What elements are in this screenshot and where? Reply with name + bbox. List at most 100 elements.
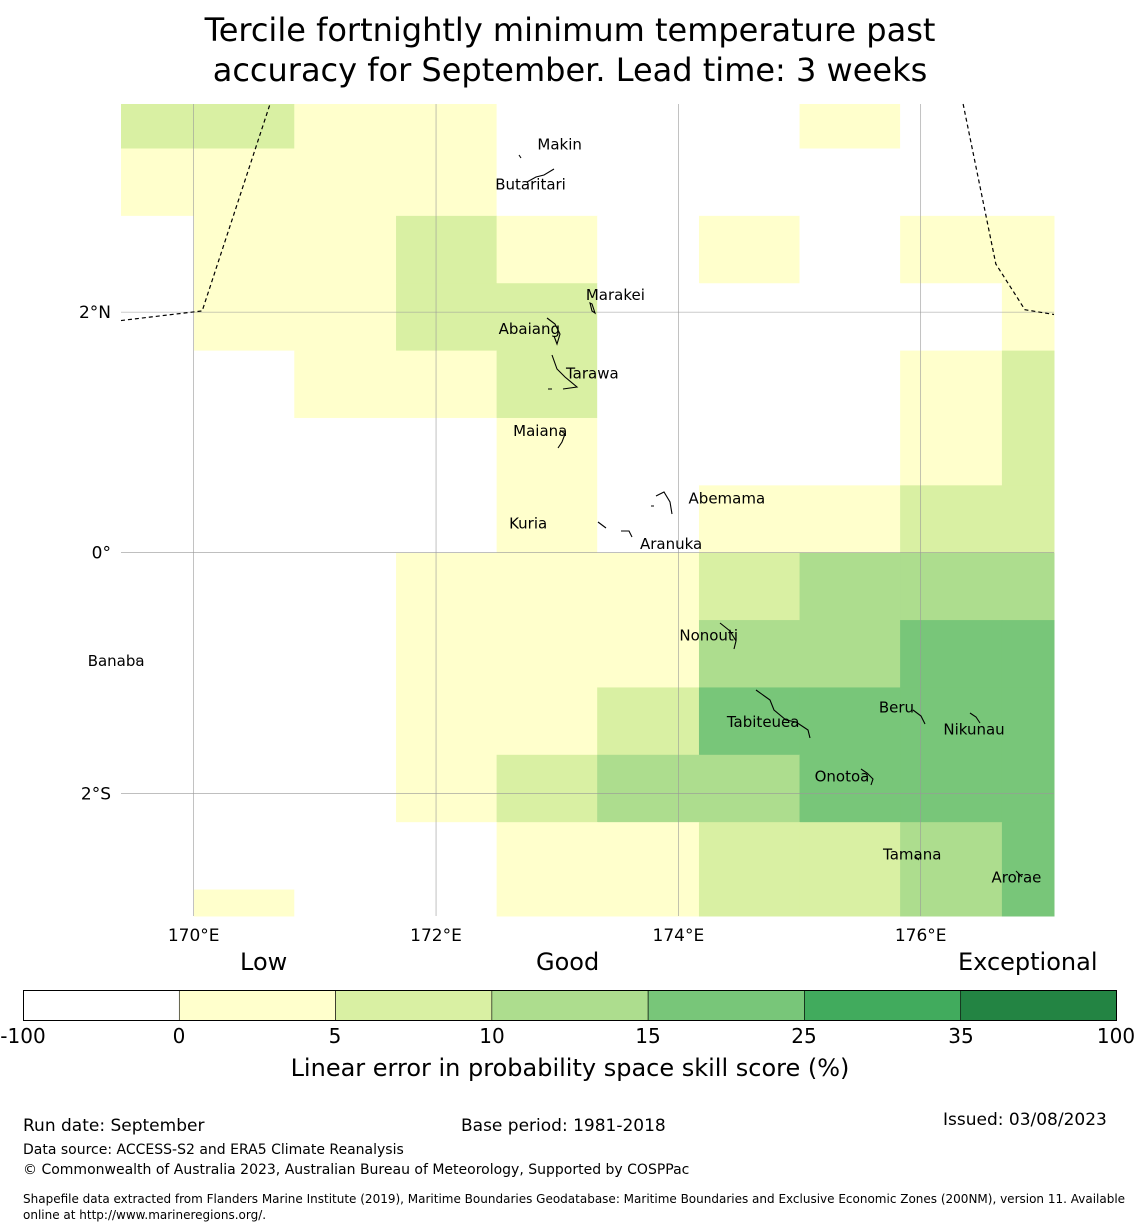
- island-label: Arorae: [992, 868, 1042, 886]
- colorbar-tick: 10: [479, 1024, 505, 1048]
- colorbar-label: Linear error in probability space skill …: [290, 1054, 850, 1082]
- skill-cell: [193, 889, 295, 917]
- skill-cell: [496, 485, 598, 554]
- skill-cell: [698, 485, 801, 554]
- island-outline: [1015, 870, 1023, 878]
- skill-cell: [193, 350, 295, 419]
- colorbar-segment: [804, 990, 962, 1021]
- skill-cell: [698, 552, 801, 621]
- skill-cell: [121, 485, 195, 554]
- skill-cell: [121, 620, 195, 688]
- lat-tick-label: 0°: [92, 544, 111, 564]
- colorbar-segment: [23, 990, 180, 1021]
- skill-cell: [294, 822, 397, 891]
- lon-tick-label: 174°E: [653, 926, 705, 945]
- skill-cell: [496, 754, 598, 823]
- skill-cell: [121, 148, 195, 217]
- island-label: Kuria: [509, 515, 547, 533]
- skill-cell: [1001, 417, 1055, 486]
- island-outline: [914, 855, 920, 861]
- island-outline: [912, 709, 926, 725]
- skill-cell: [597, 687, 700, 756]
- skill-cell: [900, 822, 1003, 891]
- skill-cell: [193, 283, 295, 352]
- eez-boundary-east: [962, 103, 1055, 316]
- skill-cell: [698, 687, 801, 756]
- skill-cell: [193, 822, 295, 891]
- skill-cell: [698, 215, 801, 284]
- skill-cell: [121, 754, 195, 823]
- colorbar-segment: [491, 990, 649, 1021]
- island-label: Nonouti: [679, 627, 738, 645]
- skill-cell: [121, 283, 195, 352]
- eez-boundary-west: [120, 103, 271, 322]
- skill-cell: [193, 148, 295, 217]
- skill-cell: [121, 822, 195, 891]
- skill-cell: [294, 485, 397, 554]
- skill-cell: [1001, 552, 1055, 621]
- skill-cell: [1001, 283, 1055, 352]
- skill-cell: [496, 283, 598, 352]
- skill-cell: [1001, 148, 1055, 217]
- island-outline: [969, 712, 981, 724]
- skill-cell: [900, 283, 1003, 352]
- island-label: Onotoa: [815, 767, 870, 785]
- skill-cell: [799, 552, 901, 621]
- skill-cell: [396, 215, 498, 284]
- skill-cell: [193, 485, 295, 554]
- skill-cell: [597, 822, 700, 891]
- skill-cell: [294, 283, 397, 352]
- skill-cell: [900, 620, 1003, 688]
- skill-cell: [698, 283, 801, 352]
- skill-cell: [294, 104, 397, 150]
- lon-tick-label: 170°E: [168, 926, 220, 945]
- island-outline: [719, 622, 737, 650]
- skill-cell: [1001, 350, 1055, 419]
- skill-cell: [496, 417, 598, 486]
- skill-cell: [597, 620, 700, 688]
- skill-cell: [396, 889, 498, 917]
- skill-cell: [698, 754, 801, 823]
- island-outline: [597, 521, 633, 538]
- skill-cell: [496, 687, 598, 756]
- skill-cell: [597, 215, 700, 284]
- skill-cell: [900, 350, 1003, 419]
- skill-cell: [597, 417, 700, 486]
- skill-cell: [396, 283, 498, 352]
- skill-cell: [597, 552, 700, 621]
- skill-cell: [799, 687, 901, 756]
- skill-cell: [193, 104, 295, 150]
- island-label: Tarawa: [565, 364, 619, 382]
- skill-cell: [1001, 889, 1055, 917]
- skill-cell: [698, 822, 801, 891]
- island-outline: [557, 429, 566, 449]
- skill-cell: [294, 620, 397, 688]
- skill-cell: [698, 350, 801, 419]
- skill-cell: [1001, 485, 1055, 554]
- skill-cell: [799, 822, 901, 891]
- colorbar-frame: [23, 990, 1117, 1021]
- skill-cell: [294, 889, 397, 917]
- category-good: Good: [536, 948, 600, 976]
- island-label: Marakei: [586, 286, 645, 304]
- island-label: Abemama: [689, 489, 766, 507]
- data-source: Data source: ACCESS-S2 and ERA5 Climate …: [23, 1142, 404, 1158]
- skill-cell: [1001, 687, 1055, 756]
- island-label: Beru: [879, 699, 914, 717]
- skill-cell: [294, 148, 397, 217]
- island-outline: [548, 354, 579, 390]
- colorbar-tick: 35: [948, 1024, 974, 1048]
- skill-cell: [597, 148, 700, 217]
- skill-cell: [193, 552, 295, 621]
- skill-map: 170°E 172°E 174°E 176°E 2°N 0° 2°S Makin Butarit…: [79, 103, 1055, 945]
- colorbar-segment: [647, 990, 805, 1021]
- skill-cell: [900, 485, 1003, 554]
- skill-cell: [799, 754, 901, 823]
- skill-cell: [396, 754, 498, 823]
- skill-cell: [597, 104, 700, 150]
- colorbar-segment: [960, 990, 1117, 1021]
- skill-cell: [597, 754, 700, 823]
- colorbar-tick: -100: [0, 1024, 46, 1048]
- colorbar-tick: 25: [791, 1024, 817, 1048]
- skill-cell: [121, 417, 195, 486]
